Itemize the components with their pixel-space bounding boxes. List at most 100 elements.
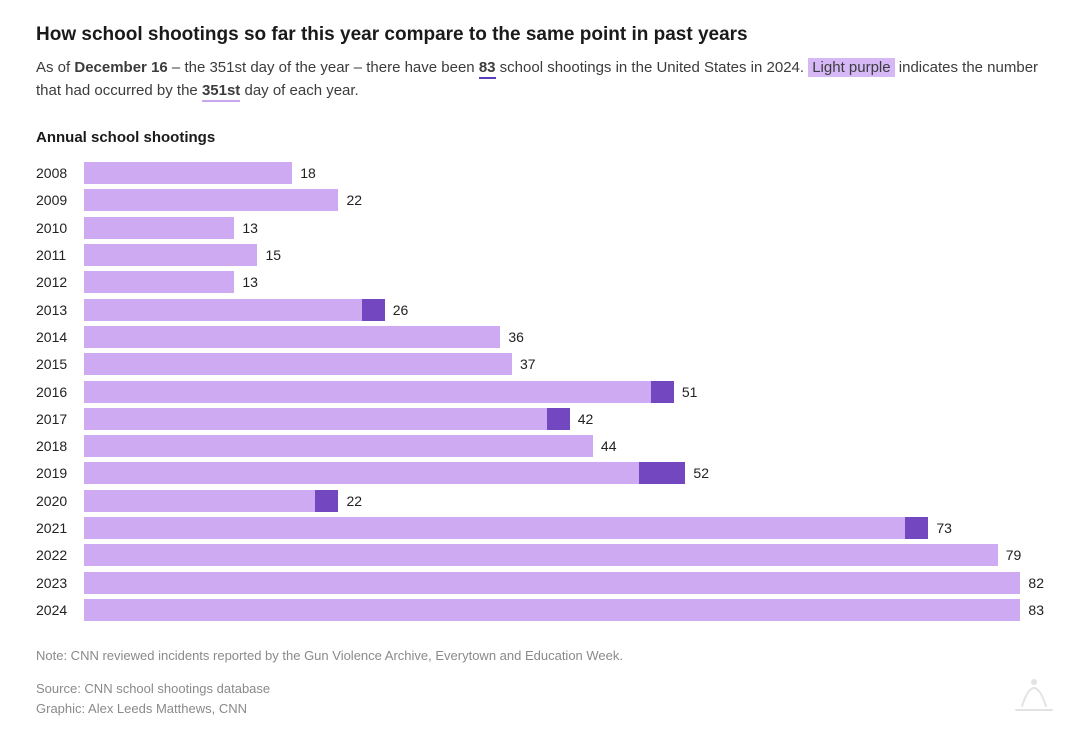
bar-row: 2018 44 <box>36 432 1044 459</box>
bar-track: 52 <box>84 462 1044 484</box>
year-label: 2008 <box>36 165 84 181</box>
bar-value-label: 36 <box>508 329 524 345</box>
bar-track: 37 <box>84 353 1044 375</box>
bar-track: 82 <box>84 572 1044 594</box>
bar-row: 2021 73 <box>36 514 1044 541</box>
bar-track: 13 <box>84 217 1044 239</box>
bar-value-label: 83 <box>1028 602 1044 618</box>
bar-row: 2020 22 <box>36 487 1044 514</box>
bar-value-label: 52 <box>693 465 709 481</box>
bar-value-label: 79 <box>1006 547 1022 563</box>
subtitle-day: 351st <box>202 82 240 102</box>
bar-track: 83 <box>84 599 1044 621</box>
subtitle-prefix: As of <box>36 59 74 76</box>
year-label: 2015 <box>36 356 84 372</box>
year-label: 2019 <box>36 465 84 481</box>
year-label: 2022 <box>36 547 84 563</box>
bar-track: 18 <box>84 162 1044 184</box>
bar-ytd-segment <box>84 189 338 211</box>
bar-remainder-segment <box>315 490 338 512</box>
bar-track: 13 <box>84 271 1044 293</box>
bar-value-label: 82 <box>1028 575 1044 591</box>
bar-value-label: 44 <box>601 438 617 454</box>
bar-remainder-segment <box>639 462 685 484</box>
year-label: 2012 <box>36 274 84 290</box>
bar-ytd-segment <box>84 326 500 348</box>
bar-track: 26 <box>84 299 1044 321</box>
bar-value-label: 22 <box>346 493 362 509</box>
year-label: 2017 <box>36 411 84 427</box>
bar-ytd-segment <box>84 544 998 566</box>
bar-row: 2015 37 <box>36 351 1044 378</box>
bar-value-label: 73 <box>936 520 952 536</box>
bar-track: 51 <box>84 381 1044 403</box>
year-label: 2013 <box>36 302 84 318</box>
bar-track: 15 <box>84 244 1044 266</box>
subtitle-suffix: day of each year. <box>240 82 358 99</box>
bar-ytd-segment <box>84 490 315 512</box>
bar-ytd-segment <box>84 572 1020 594</box>
bar-track: 22 <box>84 490 1044 512</box>
year-label: 2016 <box>36 384 84 400</box>
year-label: 2023 <box>36 575 84 591</box>
bar-track: 73 <box>84 517 1044 539</box>
year-label: 2011 <box>36 247 84 263</box>
bar-chart: 2008 18 2009 22 2010 13 2011 15 2012 13 2013 26 2014… <box>36 160 1044 624</box>
footer-source: Source: CNN school shootings database <box>36 679 1044 699</box>
bar-remainder-segment <box>362 299 385 321</box>
subtitle-highlight: Light purple <box>808 58 894 77</box>
bar-row: 2022 79 <box>36 542 1044 569</box>
bar-value-label: 42 <box>578 411 594 427</box>
bar-value-label: 13 <box>242 220 258 236</box>
bar-ytd-segment <box>84 217 234 239</box>
bar-row: 2009 22 <box>36 187 1044 214</box>
year-label: 2009 <box>36 192 84 208</box>
bar-row: 2024 83 <box>36 596 1044 623</box>
bar-remainder-segment <box>651 381 674 403</box>
chart-headline: How school shootings so far this year co… <box>36 24 1044 46</box>
bar-remainder-segment <box>547 408 570 430</box>
bar-ytd-segment <box>84 244 257 266</box>
bar-row: 2012 13 <box>36 269 1044 296</box>
year-label: 2024 <box>36 602 84 618</box>
bar-row: 201651 <box>36 378 1044 405</box>
bar-value-label: 26 <box>393 302 409 318</box>
bar-ytd-segment <box>84 435 593 457</box>
bar-ytd-segment <box>84 381 651 403</box>
bar-row: 2023 82 <box>36 569 1044 596</box>
footer-note: Note: CNN reviewed incidents reported by… <box>36 646 1044 666</box>
subtitle-mid2: school shootings in the United States in… <box>496 59 809 76</box>
bar-track: 36 <box>84 326 1044 348</box>
bar-value-label: 22 <box>346 192 362 208</box>
bar-remainder-segment <box>905 517 928 539</box>
chart-axis-title: Annual school shootings <box>36 129 1044 146</box>
bar-ytd-segment <box>84 408 547 430</box>
bar-row: 201436 <box>36 323 1044 350</box>
bar-ytd-segment <box>84 462 639 484</box>
bar-track: 42 <box>84 408 1044 430</box>
bar-value-label: 15 <box>265 247 281 263</box>
chart-footer: Note: CNN reviewed incidents reported by… <box>36 646 1044 719</box>
bar-row: 2017 42 <box>36 405 1044 432</box>
bar-ytd-segment <box>84 517 905 539</box>
year-label: 2021 <box>36 520 84 536</box>
bar-ytd-segment <box>84 271 234 293</box>
year-label: 2010 <box>36 220 84 236</box>
bar-row: 2011 15 <box>36 241 1044 268</box>
bar-row: 2019 52 <box>36 460 1044 487</box>
footer-graphic: Graphic: Alex Leeds Matthews, CNN <box>36 699 1044 719</box>
bar-track: 44 <box>84 435 1044 457</box>
bar-ytd-segment <box>84 299 362 321</box>
chart-subtitle: As of December 16 – the 351st day of the… <box>36 56 1044 103</box>
bar-row: 2013 26 <box>36 296 1044 323</box>
bar-row: 2008 18 <box>36 160 1044 187</box>
bar-value-label: 18 <box>300 165 316 181</box>
year-label: 2018 <box>36 438 84 454</box>
year-label: 2020 <box>36 493 84 509</box>
bar-row: 2010 13 <box>36 214 1044 241</box>
subtitle-date: December 16 <box>74 59 167 76</box>
subtitle-count: 83 <box>479 59 496 79</box>
bar-value-label: 37 <box>520 356 536 372</box>
bar-ytd-segment <box>84 162 292 184</box>
bar-value-label: 13 <box>242 274 258 290</box>
